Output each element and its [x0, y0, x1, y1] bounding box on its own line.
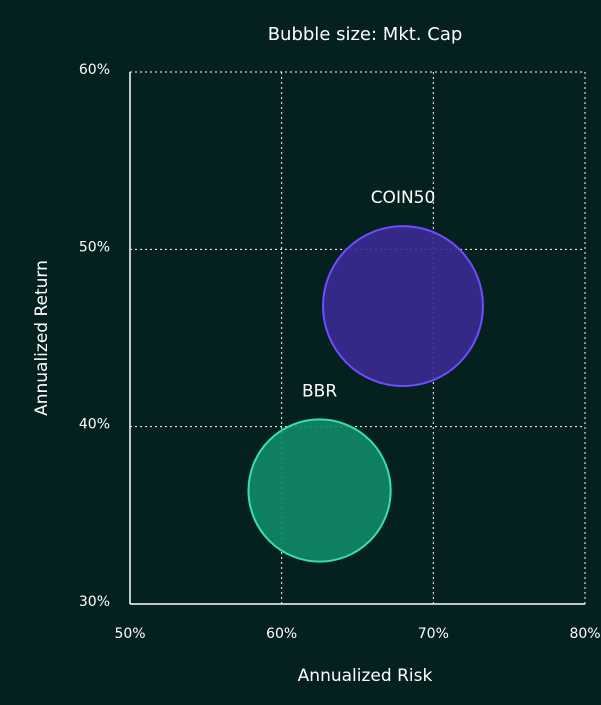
x-axis-title: Annualized Risk	[298, 666, 433, 686]
bubble	[322, 225, 484, 388]
bubble-label: BBR	[302, 381, 337, 401]
y-tick-label: 50%	[79, 239, 110, 255]
chart-title: Bubble size: Mkt. Cap	[268, 24, 463, 45]
y-tick-label: 30%	[79, 594, 110, 610]
bubble	[247, 418, 392, 563]
x-tick-label: 70%	[418, 626, 449, 642]
x-tick-label: 80%	[569, 626, 600, 642]
x-tick-label: 60%	[266, 626, 297, 642]
y-axis-title: Annualized Return	[32, 260, 52, 416]
x-tick-label: 50%	[114, 626, 145, 642]
y-tick-label: 60%	[79, 62, 110, 78]
bubble-label: COIN50	[371, 188, 436, 208]
y-tick-label: 40%	[79, 417, 110, 433]
